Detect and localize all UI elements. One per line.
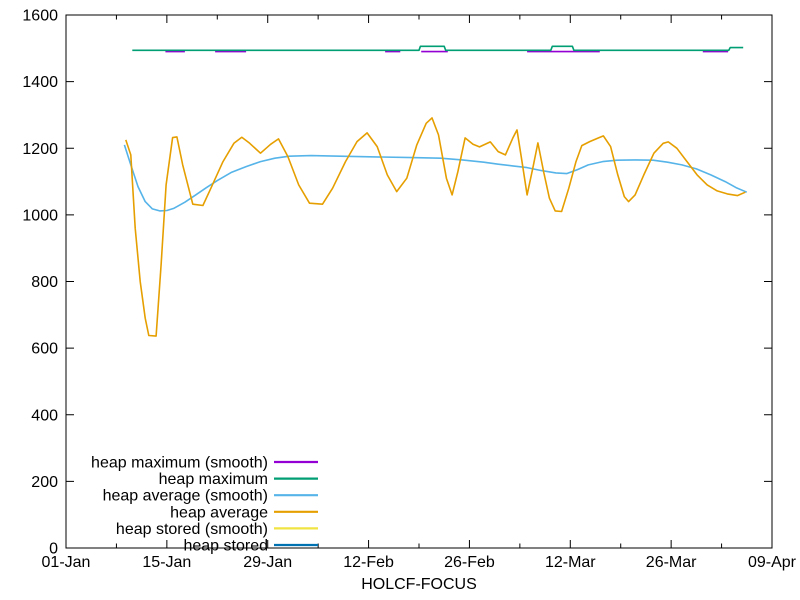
y-tick-label: 1000	[22, 207, 58, 224]
legend-label-heap-stored-smooth: heap stored (smooth)	[116, 521, 268, 538]
series-heap-average-smooth	[123, 144, 748, 212]
legend-label-heap-maximum-smooth: heap maximum (smooth)	[91, 455, 268, 472]
x-tick-label: 15-Jan	[142, 554, 191, 571]
series-heap-average	[125, 117, 746, 337]
y-tick-label: 600	[31, 341, 58, 358]
x-tick-label: 01-Jan	[42, 554, 91, 571]
tick-labels: 0 200 400 600 800 1000 1200 1400 1600 01-Jan 15-Ja…	[22, 8, 796, 572]
legend-label-heap-average: heap average	[170, 504, 268, 521]
y-tick-label: 400	[31, 407, 58, 424]
y-tick-label: 800	[31, 274, 58, 291]
data-series	[123, 45, 748, 337]
x-tick-label: 26-Mar	[646, 554, 697, 571]
x-tick-label: 12-Feb	[343, 554, 394, 571]
y-tick-label: 1200	[22, 141, 58, 158]
legend-label-heap-average-smooth: heap average (smooth)	[103, 488, 268, 505]
y-tick-label: 200	[31, 474, 58, 491]
axes	[65, 14, 773, 549]
series-heap-maximum	[132, 45, 744, 52]
x-tick-label: 29-Jan	[243, 554, 292, 571]
legend-label-heap-maximum: heap maximum	[159, 471, 268, 488]
y-tick-label: 1400	[22, 74, 58, 91]
x-tick-label: 26-Feb	[444, 554, 495, 571]
x-tick-label: 09-Apr	[748, 554, 797, 571]
legend-label-heap-stored: heap stored	[183, 538, 268, 555]
x-axis-title: HOLCF-FOCUS	[361, 576, 477, 593]
x-tick-label: 12-Mar	[545, 554, 596, 571]
y-tick-label: 0	[49, 541, 58, 558]
y-tick-label: 1600	[22, 8, 58, 25]
